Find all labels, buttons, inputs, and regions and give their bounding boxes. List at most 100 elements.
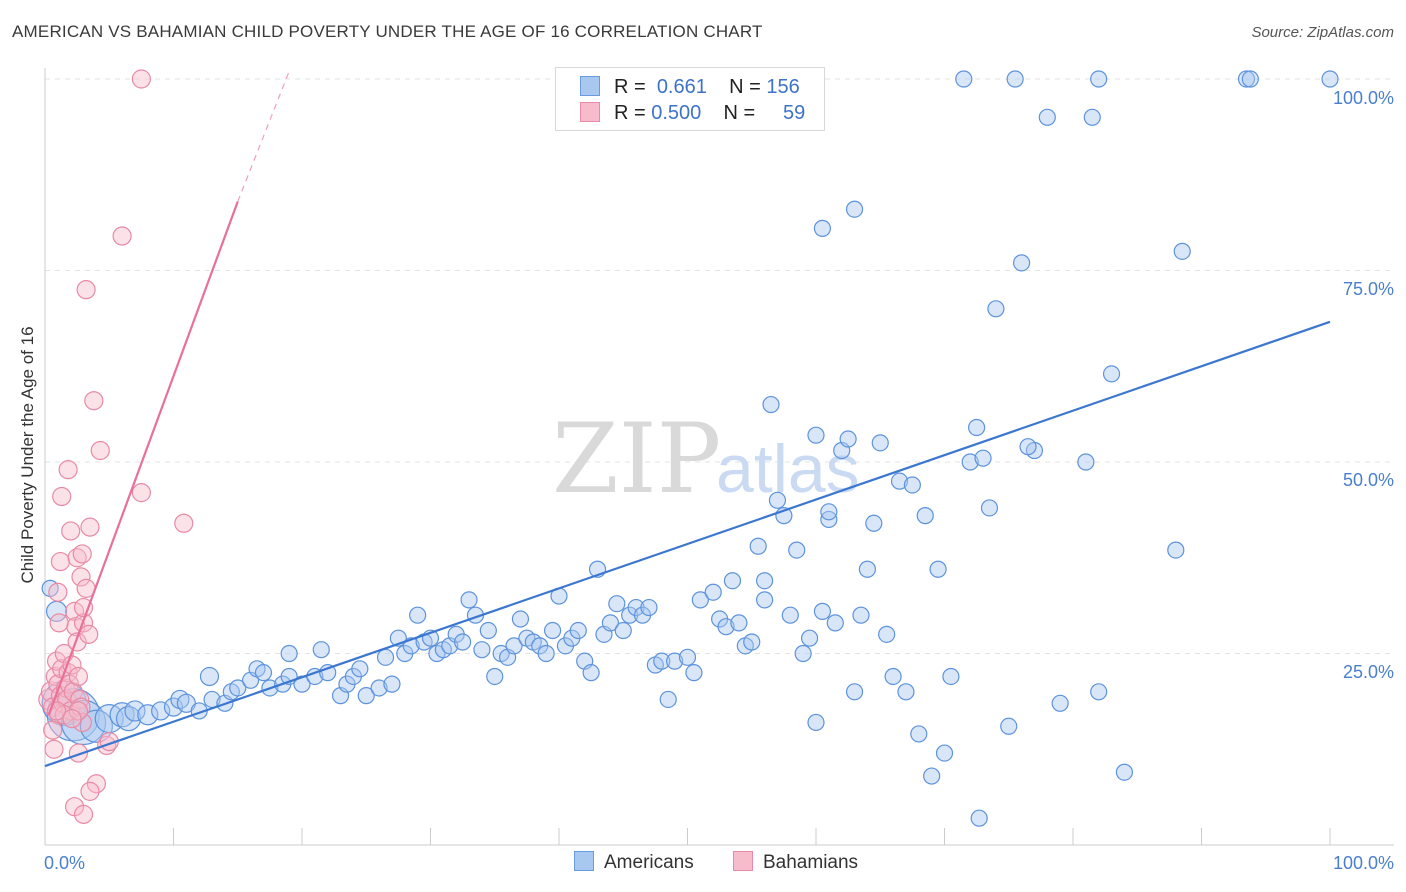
americans-point: [942, 667, 960, 686]
americans-point: [788, 541, 806, 559]
bahamians-point: [61, 521, 81, 541]
trend-lines: [44, 71, 1331, 768]
americans-n-value: 156: [766, 76, 800, 98]
source-label: Source: ZipAtlas.com: [1251, 24, 1394, 41]
bahamians-point: [68, 701, 89, 721]
americans-point: [987, 300, 1005, 318]
bahamians-swatch: [580, 102, 600, 122]
americans-point: [858, 560, 877, 578]
americans-point: [229, 679, 247, 697]
americans-point: [569, 621, 587, 640]
americans-point: [640, 598, 658, 617]
americans-point: [1000, 717, 1018, 735]
bahamians-point: [58, 460, 78, 480]
americans-point: [1090, 70, 1108, 88]
y-tick-50: 50.0%: [1343, 470, 1394, 490]
legend-row-americans: R = 0.661 N = 156: [580, 76, 800, 102]
americans-point: [351, 660, 369, 678]
americans-point: [1241, 70, 1259, 88]
bahamians-point: [131, 483, 151, 503]
americans-point: [312, 641, 330, 659]
bahamians-point: [86, 774, 107, 794]
legend-row-bahamians: R = 0.500 N = 59: [580, 102, 805, 128]
bahamians-point: [90, 440, 110, 461]
americans-point: [614, 621, 632, 640]
americans-point: [473, 641, 491, 659]
bahamians-point: [131, 69, 151, 89]
americans-point: [653, 652, 671, 670]
americans-point: [794, 644, 812, 663]
americans-point: [800, 629, 819, 647]
bahamians-r-value: 0.500: [651, 102, 702, 124]
americans-point: [280, 644, 298, 663]
y-tick-100: 100.0%: [1333, 88, 1394, 108]
americans-point: [151, 701, 171, 721]
americans-point: [916, 507, 934, 525]
americans-point: [1115, 763, 1134, 781]
bahamians-point: [76, 280, 96, 300]
americans-point: [743, 633, 761, 651]
americans-point: [1038, 108, 1056, 126]
americans-point: [813, 602, 832, 620]
bahamians-point: [84, 391, 104, 411]
bahamians-point: [67, 548, 87, 568]
americans-point: [1077, 453, 1095, 471]
bahamians-point: [50, 551, 71, 572]
americans-point: [929, 560, 947, 578]
americans-point: [781, 606, 799, 624]
americans-point: [961, 453, 979, 471]
americans-point: [897, 683, 915, 701]
americans-point: [820, 503, 838, 521]
americans-point: [970, 809, 988, 827]
americans-point: [1173, 242, 1191, 260]
americans-trend-line: [44, 320, 1331, 768]
bahamians-n-value: 59: [783, 102, 806, 124]
americans-point: [755, 591, 774, 609]
americans-point: [505, 637, 523, 655]
bahamians-legend-label: Bahamians: [763, 852, 859, 873]
americans-point: [486, 667, 504, 686]
americans-swatch: [580, 76, 600, 96]
legend-item-bahamians[interactable]: Bahamians: [733, 851, 858, 874]
americans-point: [1012, 254, 1031, 272]
americans-point: [723, 572, 742, 590]
bahamians-legend-swatch: [733, 851, 753, 871]
americans-point: [685, 664, 703, 682]
americans-point: [454, 633, 472, 651]
americans-point: [1051, 694, 1069, 712]
americans-point: [704, 583, 722, 601]
americans-point: [409, 606, 427, 624]
legend-r-label: R =: [614, 76, 646, 98]
americans-legend-swatch: [574, 851, 594, 871]
americans-point: [1083, 108, 1101, 126]
americans-point: [762, 395, 780, 414]
series-legend: Americans Bahamians: [0, 851, 1406, 877]
legend-r-label: R =: [614, 102, 646, 124]
americans-point: [813, 219, 832, 237]
americans-point: [910, 725, 928, 743]
americans-point: [109, 702, 135, 728]
americans-point: [1090, 683, 1108, 701]
bahamians-point: [63, 682, 83, 702]
americans-point: [383, 675, 401, 693]
americans-point: [1321, 70, 1339, 88]
americans-point: [717, 618, 735, 636]
correlation-legend: R = 0.661 N = 156 R = 0.500 N = 59: [555, 67, 825, 131]
americans-point: [543, 621, 562, 640]
americans-point: [730, 614, 748, 632]
bahamians-point: [79, 624, 99, 644]
americans-point: [923, 767, 941, 785]
legend-item-americans[interactable]: Americans: [574, 851, 694, 874]
bahamians-point: [62, 709, 82, 729]
watermark-atlas: atlas: [716, 431, 860, 507]
bahamians-point: [80, 517, 100, 537]
x-tick-0: 0.0%: [44, 853, 85, 873]
americans-r-value: 0.661: [656, 76, 707, 98]
watermark-zip: ZIP: [552, 403, 721, 515]
bahamians-points: [38, 69, 194, 824]
americans-points: [41, 70, 1339, 827]
americans-point: [755, 572, 774, 590]
americans-point: [1237, 70, 1256, 88]
americans-point: [582, 664, 600, 682]
bahamians-point: [174, 513, 194, 533]
